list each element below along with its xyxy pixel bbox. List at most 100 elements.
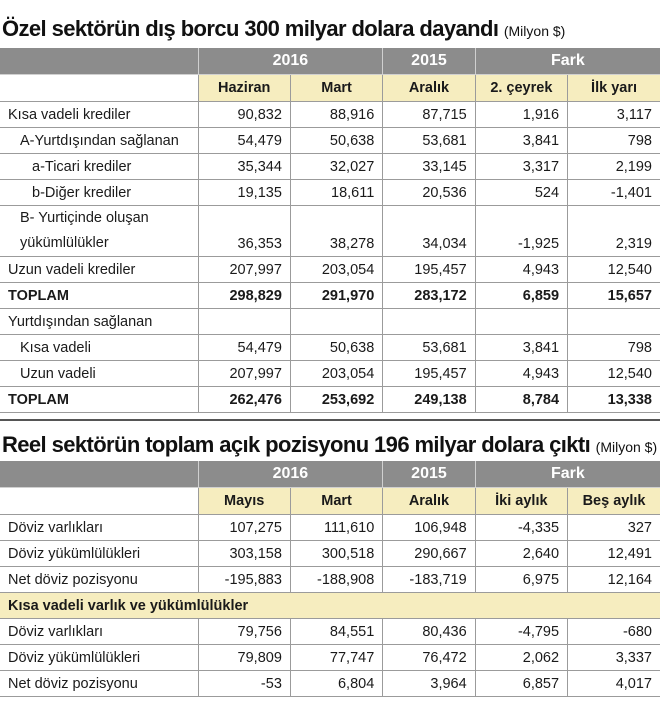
- cell-value: [567, 308, 660, 335]
- cell-value: 4,943: [475, 256, 569, 283]
- cell-value: 12,164: [567, 566, 660, 593]
- cell-value: 84,551: [290, 618, 384, 645]
- cell-value: 6,804: [290, 670, 384, 697]
- cell-value: 79,809: [198, 644, 291, 671]
- fark-header: Fark: [475, 461, 660, 488]
- cell-value: 19,135: [198, 179, 291, 206]
- cell-value: 291,970: [290, 282, 384, 309]
- row-label: Döviz varlıkları: [0, 618, 199, 645]
- external-debt-table: 2016 2015 Fark Haziran Mart Aralık 2. çe…: [0, 48, 660, 413]
- cell-value: 2,062: [475, 644, 569, 671]
- cell-value: 107,275: [198, 514, 291, 541]
- table-row: Uzun vadeli krediler 207,997 203,054 195…: [0, 256, 660, 283]
- cell-value: 15,657: [567, 282, 660, 309]
- cell-value: 2,640: [475, 540, 569, 567]
- table1-title: Özel sektörün dış borcu 300 milyar dolar…: [2, 16, 565, 42]
- year-header-row: 2016 2015 Fark: [0, 461, 660, 488]
- cell-value: 327: [567, 514, 660, 541]
- cell-value: 38,278: [290, 205, 384, 257]
- row-label: Net döviz pozisyonu: [0, 566, 199, 593]
- year-2015-header: 2015: [382, 48, 476, 75]
- cell-value: 283,172: [382, 282, 476, 309]
- cell-value: 77,747: [290, 644, 384, 671]
- row-label: Yurtdışından sağlanan: [0, 308, 199, 335]
- row-label: a-Ticari krediler: [0, 153, 199, 180]
- cell-value: 53,681: [382, 334, 476, 361]
- cell-value: 50,638: [290, 334, 384, 361]
- cell-value: 53,681: [382, 127, 476, 154]
- table-row: b-Diğer krediler 19,135 18,611 20,536 52…: [0, 179, 660, 206]
- cell-value: 90,832: [198, 101, 291, 128]
- row-label: Döviz varlıkları: [0, 514, 199, 541]
- cell-value: -53: [198, 670, 291, 697]
- row-label: Uzun vadeli krediler: [0, 256, 199, 283]
- cell-value: 798: [567, 334, 660, 361]
- table-row: B- Yurtiçinde oluşan yükümlülükler 36,35…: [0, 205, 660, 257]
- table2-unit: (Milyon $): [595, 439, 658, 455]
- cell-value: 290,667: [382, 540, 476, 567]
- year-2016-header: 2016: [198, 48, 384, 75]
- cell-value: 249,138: [382, 386, 476, 413]
- row-label: B- Yurtiçinde oluşan yükümlülükler: [0, 205, 199, 257]
- period-header-row: Haziran Mart Aralık 2. çeyrek İlk yarı: [0, 74, 660, 102]
- year-2016-header: 2016: [198, 461, 384, 488]
- cell-value: 76,472: [382, 644, 476, 671]
- cell-value: 33,145: [382, 153, 476, 180]
- cell-value: 207,997: [198, 256, 291, 283]
- total-row: TOPLAM 298,829 291,970 283,172 6,859 15,…: [0, 282, 660, 309]
- period-header: İki aylık: [475, 487, 569, 515]
- cell-value: [290, 308, 384, 335]
- cell-value: 36,353: [198, 205, 291, 257]
- table-row: Kısa vadeli krediler 90,832 88,916 87,71…: [0, 101, 660, 128]
- period-header: Aralık: [382, 74, 476, 102]
- blank-subheader-cell: [0, 74, 199, 102]
- cell-value: 3,117: [567, 101, 660, 128]
- cell-value: 106,948: [382, 514, 476, 541]
- cell-value: 2,199: [567, 153, 660, 180]
- period-header: 2. çeyrek: [475, 74, 569, 102]
- cell-value: 253,692: [290, 386, 384, 413]
- table1-title-text: Özel sektörün dış borcu 300 milyar dolar…: [2, 16, 499, 41]
- row-label: Kısa vadeli krediler: [0, 101, 199, 128]
- cell-value: 6,859: [475, 282, 569, 309]
- cell-value: 34,034: [382, 205, 476, 257]
- cell-value: 12,540: [567, 256, 660, 283]
- cell-value: 80,436: [382, 618, 476, 645]
- cell-value: -195,883: [198, 566, 291, 593]
- cell-value: 3,317: [475, 153, 569, 180]
- table-row: Döviz varlıkları 107,275 111,610 106,948…: [0, 514, 660, 541]
- cell-value: 203,054: [290, 360, 384, 387]
- period-header: Mart: [290, 487, 384, 515]
- cell-value: 79,756: [198, 618, 291, 645]
- cell-value: 12,491: [567, 540, 660, 567]
- cell-value: -1,401: [567, 179, 660, 206]
- cell-value: 88,916: [290, 101, 384, 128]
- cell-value: 87,715: [382, 101, 476, 128]
- cell-value: 195,457: [382, 360, 476, 387]
- cell-value: -4,335: [475, 514, 569, 541]
- cell-value: 2,319: [567, 205, 660, 257]
- cell-value: 4,943: [475, 360, 569, 387]
- fark-header: Fark: [475, 48, 660, 75]
- cell-value: [475, 308, 569, 335]
- row-label: Döviz yükümlülükleri: [0, 540, 199, 567]
- period-header: Haziran: [198, 74, 291, 102]
- blank-header-cell: [0, 461, 199, 488]
- row-label: TOPLAM: [0, 386, 199, 413]
- table1-unit: (Milyon $): [503, 23, 566, 39]
- row-label: TOPLAM: [0, 282, 199, 309]
- cell-value: 35,344: [198, 153, 291, 180]
- cell-value: 54,479: [198, 334, 291, 361]
- period-header: Mart: [290, 74, 384, 102]
- cell-value: 54,479: [198, 127, 291, 154]
- table-row: Kısa vadeli 54,479 50,638 53,681 3,841 7…: [0, 334, 660, 361]
- cell-value: 1,916: [475, 101, 569, 128]
- cell-value: 300,518: [290, 540, 384, 567]
- table-row: Döviz yükümlülükleri 79,809 77,747 76,47…: [0, 644, 660, 671]
- fx-position-table: 2016 2015 Fark Mayıs Mart Aralık İki ayl…: [0, 461, 660, 697]
- period-header: Beş aylık: [567, 487, 660, 515]
- blank-header-cell: [0, 48, 199, 75]
- table-row: Uzun vadeli 207,997 203,054 195,457 4,94…: [0, 360, 660, 387]
- section-divider: [0, 419, 660, 421]
